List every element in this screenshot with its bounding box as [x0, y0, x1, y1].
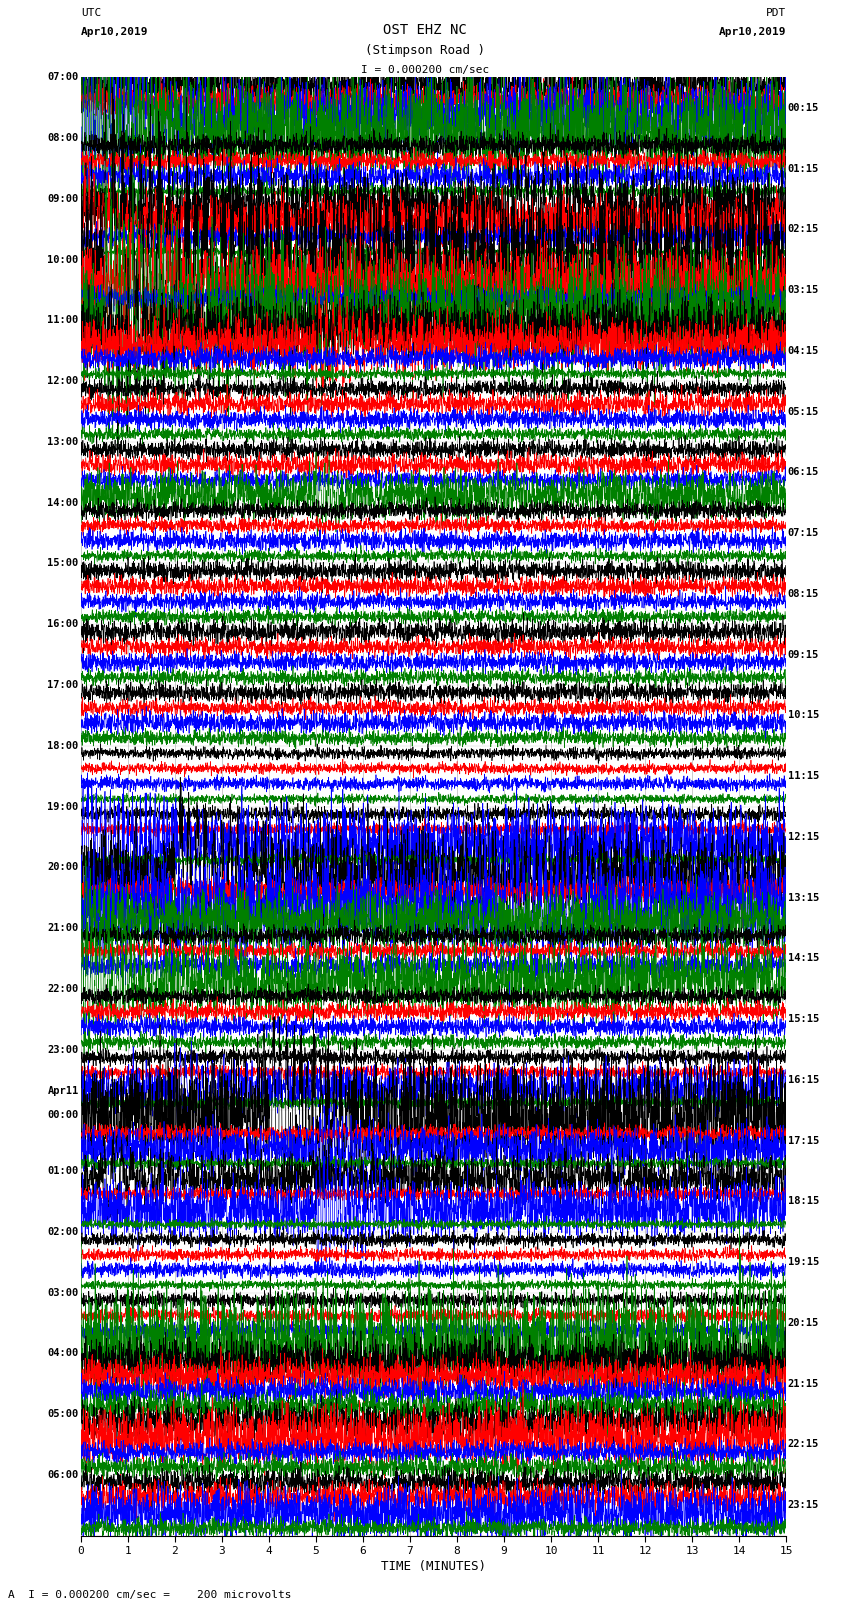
Text: 07:00: 07:00	[48, 73, 79, 82]
Text: 22:00: 22:00	[48, 984, 79, 994]
Text: 05:15: 05:15	[788, 406, 819, 416]
Text: 00:15: 00:15	[788, 103, 819, 113]
Text: 06:00: 06:00	[48, 1469, 79, 1479]
Text: 08:00: 08:00	[48, 134, 79, 144]
Text: 13:15: 13:15	[788, 892, 819, 903]
Text: 15:15: 15:15	[788, 1015, 819, 1024]
Text: 21:15: 21:15	[788, 1379, 819, 1389]
Text: 08:15: 08:15	[788, 589, 819, 598]
Text: 12:00: 12:00	[48, 376, 79, 386]
Text: 10:00: 10:00	[48, 255, 79, 265]
X-axis label: TIME (MINUTES): TIME (MINUTES)	[381, 1560, 486, 1573]
Text: 14:15: 14:15	[788, 953, 819, 963]
Text: 11:15: 11:15	[788, 771, 819, 781]
Text: 18:00: 18:00	[48, 740, 79, 750]
Text: 16:00: 16:00	[48, 619, 79, 629]
Text: Apr10,2019: Apr10,2019	[719, 27, 786, 37]
Text: 17:00: 17:00	[48, 681, 79, 690]
Text: (Stimpson Road ): (Stimpson Road )	[365, 44, 485, 56]
Text: 18:15: 18:15	[788, 1197, 819, 1207]
Text: 14:00: 14:00	[48, 498, 79, 508]
Text: A  I = 0.000200 cm/sec =    200 microvolts: A I = 0.000200 cm/sec = 200 microvolts	[8, 1590, 292, 1600]
Text: UTC: UTC	[81, 8, 101, 18]
Text: 17:15: 17:15	[788, 1136, 819, 1145]
Text: 20:15: 20:15	[788, 1318, 819, 1327]
Text: 01:00: 01:00	[48, 1166, 79, 1176]
Text: 02:15: 02:15	[788, 224, 819, 234]
Text: 16:15: 16:15	[788, 1074, 819, 1086]
Text: 11:00: 11:00	[48, 316, 79, 326]
Text: 21:00: 21:00	[48, 923, 79, 932]
Text: 04:15: 04:15	[788, 345, 819, 356]
Text: 09:15: 09:15	[788, 650, 819, 660]
Text: 01:15: 01:15	[788, 163, 819, 174]
Text: 23:15: 23:15	[788, 1500, 819, 1510]
Text: 04:00: 04:00	[48, 1348, 79, 1358]
Text: 09:00: 09:00	[48, 194, 79, 203]
Text: 00:00: 00:00	[48, 1110, 79, 1121]
Text: 06:15: 06:15	[788, 468, 819, 477]
Text: PDT: PDT	[766, 8, 786, 18]
Text: 15:00: 15:00	[48, 558, 79, 568]
Text: 19:15: 19:15	[788, 1257, 819, 1268]
Text: 19:00: 19:00	[48, 802, 79, 811]
Text: 13:00: 13:00	[48, 437, 79, 447]
Text: 22:15: 22:15	[788, 1439, 819, 1450]
Text: 03:00: 03:00	[48, 1287, 79, 1297]
Text: OST EHZ NC: OST EHZ NC	[383, 23, 467, 37]
Text: 03:15: 03:15	[788, 286, 819, 295]
Text: Apr11: Apr11	[48, 1086, 79, 1095]
Text: 20:00: 20:00	[48, 863, 79, 873]
Text: 02:00: 02:00	[48, 1227, 79, 1237]
Text: 07:15: 07:15	[788, 527, 819, 539]
Text: 12:15: 12:15	[788, 832, 819, 842]
Text: 05:00: 05:00	[48, 1410, 79, 1419]
Text: 10:15: 10:15	[788, 710, 819, 721]
Text: 23:00: 23:00	[48, 1045, 79, 1055]
Text: Apr10,2019: Apr10,2019	[81, 27, 148, 37]
Text: I = 0.000200 cm/sec: I = 0.000200 cm/sec	[361, 65, 489, 76]
